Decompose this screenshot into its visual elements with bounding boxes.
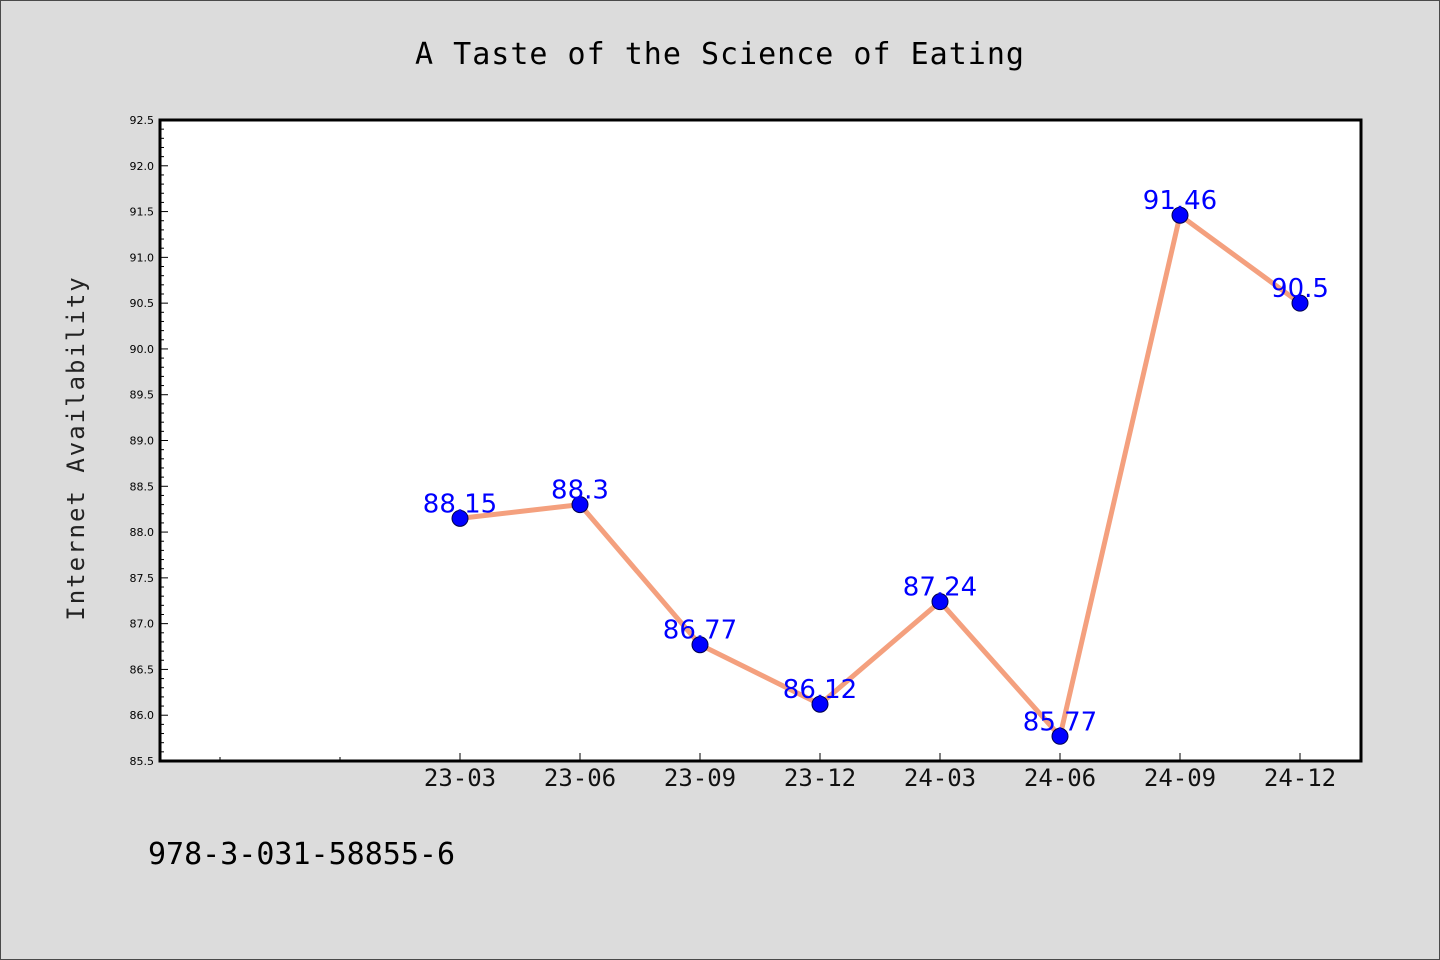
y-tick-label: 87.0 [130,618,155,631]
data-label: 88.15 [423,489,497,519]
y-tick-label: 87.5 [130,572,155,585]
x-tick-label: 24-12 [1264,764,1336,792]
x-tick-label: 23-03 [424,764,496,792]
data-point [1051,727,1069,745]
y-tick-label: 90.5 [130,297,155,310]
data-label: 88.3 [551,476,609,506]
y-tick-label: 92.5 [130,114,155,127]
x-axis: 23-03 23-06 23-09 23-12 24-03 24-06 24-09 24-12 [219,753,1336,792]
data-point [451,509,469,527]
y-tick-label: 88.0 [130,526,155,539]
y-tick-label: 89.5 [130,389,155,402]
y-tick-label: 92.0 [130,160,155,173]
data-point [691,636,709,654]
footer-code: 978-3-031-58855-6 [148,837,455,872]
series-line [459,212,1302,739]
x-tick-label: 23-12 [784,764,856,792]
y-tick-label: 85.5 [130,755,155,768]
x-tick-label: 24-03 [904,764,976,792]
series-group: 88.15 88.3 86.77 86.12 87.24 85.77 91.46 90.5 [423,186,1329,745]
x-tick-label: 24-06 [1024,764,1096,792]
x-tick-label: 24-09 [1144,764,1216,792]
data-label: 87.24 [903,573,977,603]
y-tick-label: 90.0 [130,343,155,356]
data-point [931,593,949,611]
y-tick-label: 86.0 [130,709,155,722]
data-point [811,695,829,713]
data-label: 86.77 [663,616,737,646]
data-label: 90.5 [1271,274,1329,304]
y-axis-title: Internet Availability [62,275,90,620]
data-label: 86.12 [783,675,857,705]
data-point [1291,294,1309,312]
y-tick-label: 91.5 [130,206,155,219]
data-label: 91.46 [1143,186,1217,216]
data-label: 85.77 [1023,707,1097,737]
x-tick-label: 23-06 [544,764,616,792]
data-point [1171,206,1189,224]
y-axis: 85.5 86.0 86.5 87.0 87.5 88.0 88.5 89.0 89.5 90.0… [130,114,168,768]
plot-area [158,118,1363,763]
y-tick-label: 88.5 [130,480,155,493]
y-tick-label: 86.5 [130,663,155,676]
y-tick-label: 89.0 [130,435,155,448]
data-point [571,496,589,514]
y-tick-label: 91.0 [130,251,155,264]
chart-title: A Taste of the Science of Eating [415,37,1025,72]
x-tick-label: 23-09 [664,764,736,792]
